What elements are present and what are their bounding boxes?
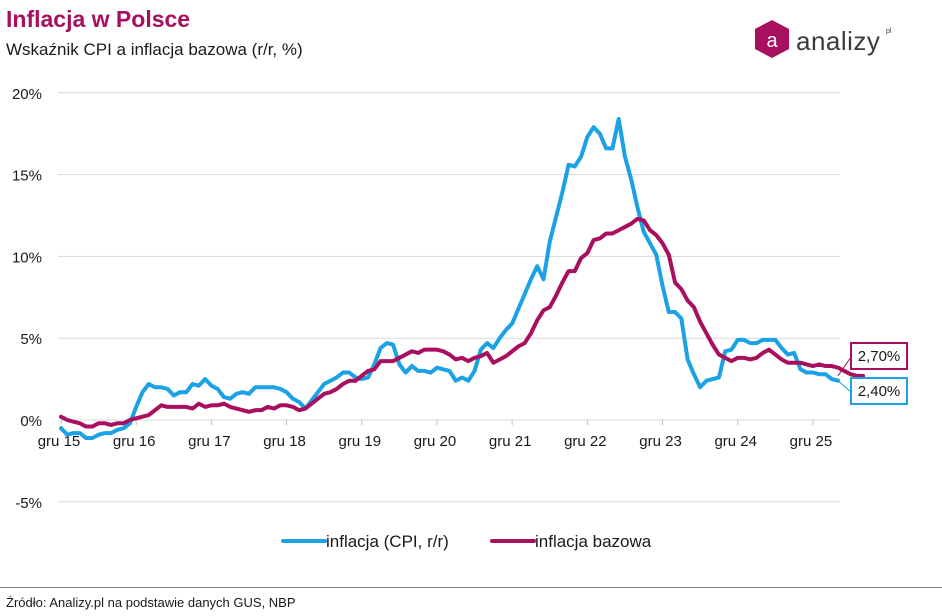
cpi-end-label: 2,40% — [858, 383, 901, 400]
x-tick-label: gru 25 — [790, 433, 833, 450]
legend-item-core-label: inflacja bazowa — [535, 532, 652, 551]
end-label-connector — [837, 380, 852, 393]
y-tick-label: 5% — [20, 331, 42, 348]
x-tick-label: gru 15 — [38, 433, 81, 450]
x-tick-label: gru 21 — [489, 433, 532, 450]
source-note: Źródło: Analizy.pl na podstawie danych G… — [6, 595, 296, 610]
core-end-label-box — [850, 342, 908, 370]
x-tick-label: gru 19 — [339, 433, 382, 450]
logo-badge-letter: a — [766, 30, 778, 52]
x-tick-label: gru 20 — [414, 433, 457, 450]
y-tick-label: 0% — [20, 413, 42, 430]
chart-title: Inflacja w Polsce — [6, 6, 191, 32]
x-tick-label: gru 17 — [188, 433, 231, 450]
x-tick-label: gru 22 — [564, 433, 607, 450]
x-tick-label: gru 16 — [113, 433, 156, 450]
y-tick-label: 10% — [12, 249, 42, 266]
analizy-logo[interactable]: a analizy pl — [752, 18, 902, 68]
source-divider — [0, 587, 942, 588]
logo-hexagon-icon: a — [755, 20, 789, 58]
x-tick-label: gru 23 — [639, 433, 682, 450]
x-tick-label: gru 24 — [714, 433, 757, 450]
logo-suffix: pl — [886, 28, 892, 35]
cpi-end-label-box — [850, 377, 908, 405]
line-chart: -5% 0% 5% 10% 15% 20% gru 15 gru 16 gru 17 gru 18… — [12, 86, 908, 551]
y-tick-label: 15% — [12, 168, 42, 185]
y-tick-label: -5% — [15, 495, 42, 512]
end-label-connector — [837, 356, 852, 377]
core-series-line — [59, 216, 866, 429]
y-tick-label: 20% — [12, 86, 42, 103]
cpi-series-line — [59, 116, 840, 440]
x-tick-label: gru 18 — [263, 433, 306, 450]
chart-subtitle: Wskaźnik CPI a inflacja bazowa (r/r, %) — [6, 40, 303, 59]
core-end-label: 2,70% — [858, 348, 901, 365]
legend-item-cpi-label: inflacja (CPI, r/r) — [326, 532, 449, 551]
logo-text: analizy — [796, 26, 881, 56]
